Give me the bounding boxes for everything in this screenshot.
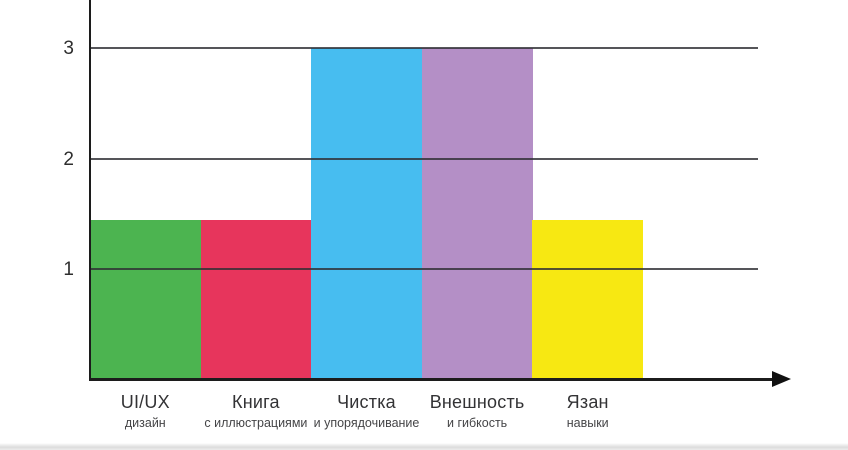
category-sublabel: с иллюстрациями <box>204 416 308 430</box>
x-axis-arrow-icon <box>772 371 791 387</box>
category-label: Внешность <box>429 392 525 412</box>
x-label-UI/UX: UI/UX дизайн <box>75 392 215 430</box>
y-tick-label-3: 3 <box>63 38 74 59</box>
category-sublabel: и гибкость <box>446 416 508 430</box>
category-label: Язан <box>566 392 609 412</box>
category-sublabel: и упорядочивание <box>313 416 420 430</box>
bottom-edge-artifact <box>0 443 848 450</box>
y-axis-line <box>89 0 91 381</box>
bar-Внешность <box>421 48 533 380</box>
category-label: UI/UX <box>120 392 170 412</box>
y-tick-label-1: 1 <box>63 259 74 281</box>
y-tick-label-2: 2 <box>63 148 74 170</box>
bar-Книга <box>200 219 312 380</box>
x-label-Чистка: Чистка и упорядочивание <box>297 392 437 430</box>
category-label: Чистка <box>337 392 396 412</box>
bar-Чистка <box>311 48 423 380</box>
x-label-Язан: Язан навыки <box>518 392 658 430</box>
category-sublabel: навыки <box>566 416 609 430</box>
category-sublabel: дизайн <box>124 416 166 430</box>
x-label-Внешность: Внешность и гибкость <box>407 392 547 430</box>
gridline-y3 <box>89 47 758 49</box>
bar-Язан <box>532 219 644 380</box>
gridline-y2 <box>89 157 758 160</box>
x-axis-line <box>89 378 775 381</box>
x-label-Книга: Книга с иллюстрациями <box>186 392 326 430</box>
gridline-y1 <box>89 268 758 271</box>
category-label: Книга <box>232 392 280 412</box>
bar-UI/UX <box>90 219 202 380</box>
